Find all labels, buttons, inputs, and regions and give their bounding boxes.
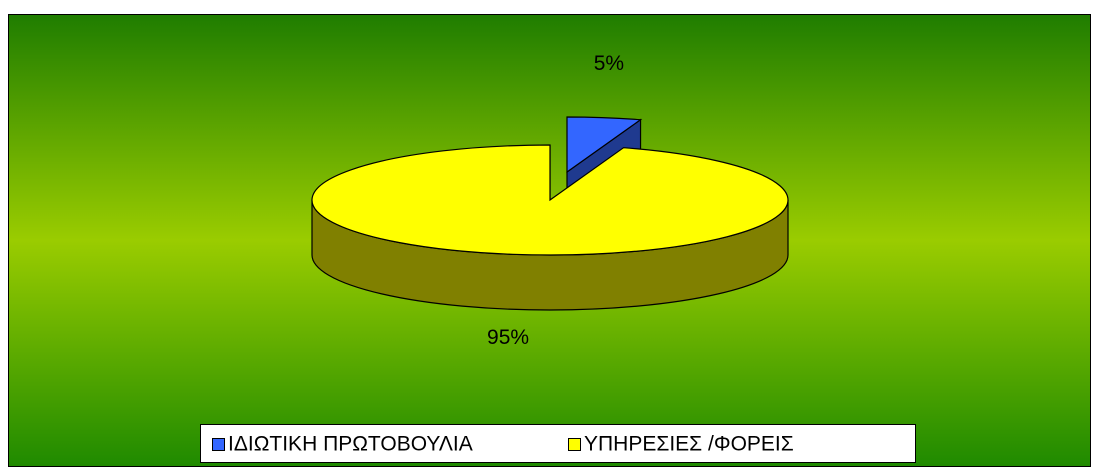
legend-swatch: [212, 438, 225, 451]
legend-box: [200, 424, 916, 463]
data-label: 95%: [487, 326, 529, 349]
slice: [311, 144, 789, 256]
legend-label: ΙΔΙΩΤΙΚΗ ΠΡΩΤΟΒΟΥΛΙΑ: [228, 433, 473, 456]
legend-label: ΥΠΗΡΕΣΙΕΣ /ΦΟΡΕΙΣ: [584, 433, 794, 456]
data-label: 5%: [594, 52, 624, 75]
slice: [566, 116, 643, 174]
legend-swatch: [568, 438, 581, 451]
